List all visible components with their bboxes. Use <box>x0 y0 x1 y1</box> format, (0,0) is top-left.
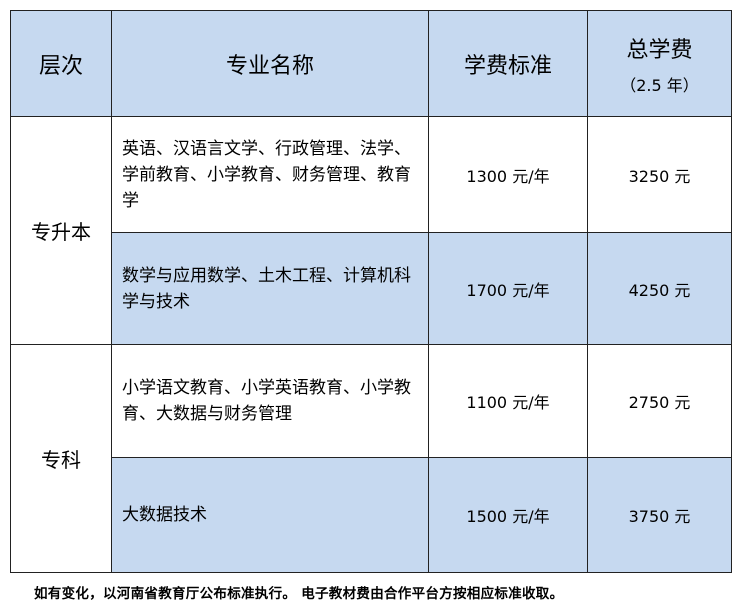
level-cell: 专科 <box>10 344 112 573</box>
total-cell: 4250 元 <box>587 232 732 345</box>
header-fee: 学费标准 <box>428 10 588 117</box>
major-cell: 英语、汉语言文学、行政管理、法学、学前教育、小学教育、财务管理、教育学 <box>111 116 429 233</box>
header-row: 层次 专业名称 学费标准 总学费 （2.5 年） <box>10 10 732 117</box>
table-row: 数学与应用数学、土木工程、计算机科学与技术 1700 元/年 4250 元 <box>11 232 732 345</box>
major-cell: 小学语文教育、小学英语教育、小学教育、大数据与财务管理 <box>111 344 429 458</box>
table-row: 专升本 英语、汉语言文学、行政管理、法学、学前教育、小学教育、财务管理、教育学 … <box>10 116 732 345</box>
footnote: 如有变化，以河南省教育厅公布标准执行。 电子教材费由合作平台方按相应标准收取。 <box>34 586 564 602</box>
tuition-table: 层次 专业名称 学费标准 总学费 （2.5 年） 专升本 英语、汉语言文学、行政管… <box>10 10 732 573</box>
total-cell: 3250 元 <box>587 116 732 233</box>
table-row: 大数据技术 1500 元/年 3750 元 <box>11 457 732 573</box>
major-cell: 大数据技术 <box>111 457 429 573</box>
header-major: 专业名称 <box>111 10 429 117</box>
header-total: 总学费 （2.5 年） <box>587 10 732 117</box>
fee-cell: 1100 元/年 <box>428 344 588 458</box>
fee-cell: 1500 元/年 <box>428 457 588 573</box>
header-total-sub: （2.5 年） <box>620 75 699 95</box>
fee-cell: 1300 元/年 <box>428 116 588 233</box>
total-cell: 3750 元 <box>587 457 732 573</box>
fee-cell: 1700 元/年 <box>428 232 588 345</box>
table-row: 专科 小学语文教育、小学英语教育、小学教育、大数据与财务管理 1100 元/年 … <box>10 344 732 573</box>
header-total-label: 总学费 <box>626 37 693 63</box>
total-cell: 2750 元 <box>587 344 732 458</box>
major-cell: 数学与应用数学、土木工程、计算机科学与技术 <box>111 232 429 345</box>
level-cell: 专升本 <box>10 116 112 345</box>
header-level: 层次 <box>10 10 112 117</box>
